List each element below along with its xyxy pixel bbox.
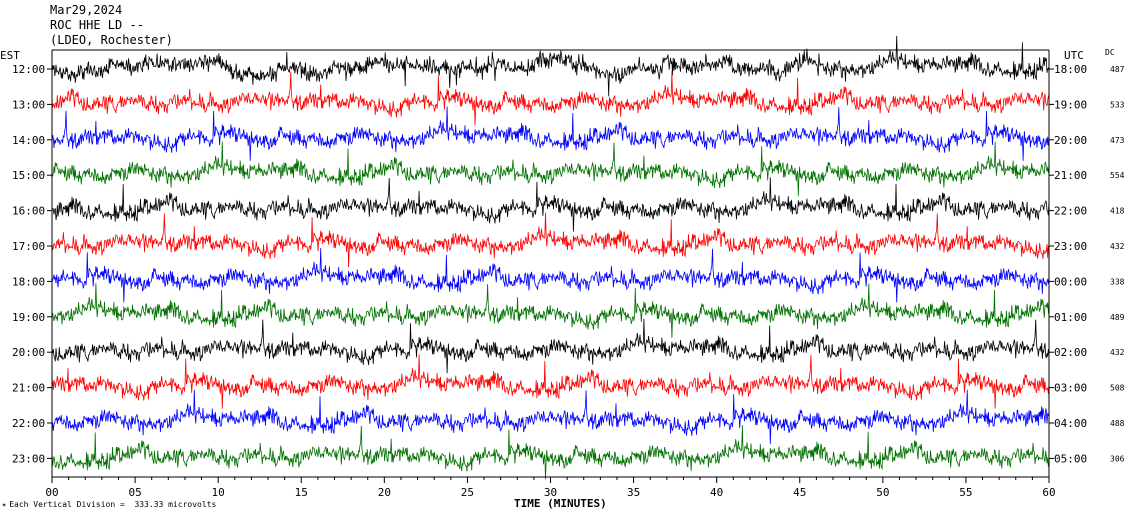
x-tick-label: 55 <box>959 486 972 499</box>
dc-offset-label: 487 <box>1110 65 1125 74</box>
small-mark-icon: ✶ <box>2 501 7 509</box>
utc-hour-label: 18:00 <box>1054 63 1087 76</box>
x-tick-label: 35 <box>627 486 640 499</box>
utc-hour-label: 02:00 <box>1054 346 1087 359</box>
dc-offset-label: 473 <box>1110 136 1125 145</box>
est-hour-label: 13:00 <box>12 98 45 111</box>
trace-line <box>51 318 1050 374</box>
trace-line <box>51 70 1050 126</box>
dc-column-label: DC <box>1105 48 1115 57</box>
dc-offset-label: 508 <box>1110 384 1125 393</box>
trace-line <box>51 141 1050 197</box>
dc-offset-label: 554 <box>1110 171 1125 180</box>
trace-line <box>51 354 1050 409</box>
trace-line <box>51 106 1050 161</box>
right-timezone-label: UTC <box>1064 49 1084 62</box>
x-tick-label: 60 <box>1042 486 1055 499</box>
dc-offset-label: 418 <box>1110 207 1125 216</box>
station-channel: ROC HHE LD -- <box>50 18 144 32</box>
dc-offset-label: 488 <box>1110 419 1125 428</box>
utc-hour-label: 04:00 <box>1054 417 1087 430</box>
utc-hour-label: 22:00 <box>1054 205 1087 218</box>
x-tick-label: 20 <box>378 486 391 499</box>
x-tick-label: 05 <box>128 486 141 499</box>
est-hour-label: 15:00 <box>12 169 45 182</box>
est-hour-label: 19:00 <box>12 311 45 324</box>
dc-offset-label: 338 <box>1110 277 1125 286</box>
est-hour-label: 21:00 <box>12 382 45 395</box>
x-axis-label: TIME (MINUTES) <box>514 497 607 510</box>
dc-offset-label: 489 <box>1110 313 1125 322</box>
trace-line <box>51 177 1050 232</box>
utc-hour-label: 05:00 <box>1054 452 1087 465</box>
x-tick-label: 25 <box>461 486 474 499</box>
trace-line <box>51 212 1050 268</box>
utc-hour-label: 19:00 <box>1054 98 1087 111</box>
x-tick-label: 45 <box>793 486 806 499</box>
x-tick-label: 15 <box>295 486 308 499</box>
dc-offset-label: 306 <box>1110 454 1125 463</box>
est-hour-label: 16:00 <box>12 205 45 218</box>
est-hour-label: 20:00 <box>12 346 45 359</box>
dc-offset-label: 533 <box>1110 100 1125 109</box>
dc-offset-label: 432 <box>1110 348 1125 357</box>
trace-line <box>51 424 1050 480</box>
footnote-text: Each Vertical Division = 333.33 microvol… <box>9 500 217 509</box>
est-hour-label: 23:00 <box>12 452 45 465</box>
est-hour-label: 17:00 <box>12 240 45 253</box>
trace-line <box>51 35 1050 97</box>
station-date: Mar29,2024 <box>50 3 123 17</box>
trace-line <box>51 389 1050 445</box>
utc-hour-label: 03:00 <box>1054 382 1087 395</box>
est-hour-label: 14:00 <box>12 134 45 147</box>
x-tick-label: 40 <box>710 486 723 499</box>
station-location: (LDEO, Rochester) <box>50 33 173 47</box>
trace-line <box>51 283 1050 338</box>
trace-line <box>51 247 1050 303</box>
x-tick-label: 10 <box>212 486 225 499</box>
utc-hour-label: 23:00 <box>1054 240 1087 253</box>
utc-hour-label: 21:00 <box>1054 169 1087 182</box>
utc-hour-label: 01:00 <box>1054 311 1087 324</box>
est-hour-label: 22:00 <box>12 417 45 430</box>
left-timezone-label: EST <box>0 49 20 62</box>
vertical-division-footnote: ✶ Each Vertical Division = 333.33 microvo… <box>2 500 216 509</box>
utc-hour-label: 00:00 <box>1054 275 1087 288</box>
x-tick-label: 30 <box>544 486 557 499</box>
x-tick-label: 00 <box>45 486 58 499</box>
dc-offset-label: 432 <box>1110 242 1125 251</box>
est-hour-label: 18:00 <box>12 275 45 288</box>
x-tick-label: 50 <box>876 486 889 499</box>
est-hour-label: 12:00 <box>12 63 45 76</box>
utc-hour-label: 20:00 <box>1054 134 1087 147</box>
